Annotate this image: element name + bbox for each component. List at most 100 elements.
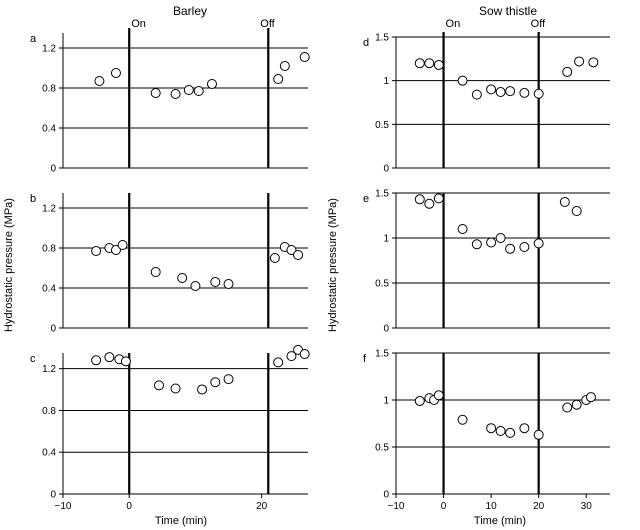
panel-a: 0 0.4 0.8 1.2 a On Off	[30, 18, 310, 175]
y-tick-label: 1.2	[42, 204, 56, 215]
data-point	[273, 74, 284, 84]
data-point	[110, 68, 121, 78]
y-tick-label: 0.4	[42, 124, 56, 135]
data-point	[519, 242, 530, 252]
x-tick-label: 20	[533, 501, 545, 512]
data-point	[104, 352, 115, 363]
panel-letter: e	[363, 193, 369, 205]
x-tick-label: −10	[55, 501, 72, 512]
data-point	[269, 253, 280, 263]
data-point	[223, 279, 234, 289]
panel-letter: d	[363, 37, 369, 49]
y-tick-label: 0.8	[42, 84, 56, 95]
x-tick-label: 20	[256, 501, 268, 512]
data-point	[559, 197, 570, 207]
x-tick-label: 30	[581, 501, 593, 512]
y-tick-label: 1.2	[42, 44, 56, 55]
data-point	[177, 273, 188, 283]
y-tick-label: 1.2	[42, 364, 56, 375]
data-point	[457, 224, 468, 234]
data-point	[210, 277, 221, 287]
data-point	[505, 243, 516, 254]
data-point	[117, 240, 128, 250]
off-label: Off	[260, 18, 275, 30]
y-tick-label: 0	[50, 490, 56, 501]
data-point	[150, 267, 161, 277]
data-point	[286, 351, 297, 362]
x-tick-label: 0	[126, 501, 132, 512]
data-point	[486, 423, 497, 434]
data-point	[486, 84, 497, 95]
x-tick-label: −10	[388, 501, 405, 512]
data-point	[505, 86, 516, 97]
column-title-barley: Barley	[173, 4, 207, 18]
panel-letter: b	[30, 193, 36, 205]
data-point	[457, 414, 468, 425]
panel-e: 0 0.5 1 1.5 e	[363, 189, 610, 335]
x-tick-label: 10	[486, 501, 498, 512]
data-point	[197, 384, 208, 395]
xlabel-right: Time (min)	[474, 515, 526, 527]
panel-c: 00.40.81.2−10 0 20c	[30, 344, 310, 512]
off-label: Off	[531, 18, 546, 30]
data-point	[414, 194, 425, 205]
data-point	[293, 250, 304, 260]
y-tick-label: 1	[383, 76, 389, 87]
panel-letter: c	[30, 353, 36, 365]
data-point	[120, 356, 131, 367]
y-tick-label: 1	[383, 396, 389, 407]
y-tick-label: 0.8	[42, 406, 56, 417]
data-point	[533, 429, 544, 440]
xlabel-left: Time (min)	[155, 515, 207, 527]
data-point	[424, 58, 435, 69]
data-point	[562, 402, 573, 413]
data-point	[223, 374, 234, 385]
data-point	[533, 238, 544, 249]
data-point	[562, 66, 573, 77]
y-tick-label: 1.5	[375, 33, 389, 44]
y-tick-label: 0.8	[42, 244, 56, 255]
data-point	[571, 206, 582, 216]
data-point	[210, 377, 221, 388]
y-tick-label: 0.4	[42, 284, 56, 295]
data-point	[279, 61, 290, 71]
data-point	[574, 56, 585, 67]
data-point	[585, 392, 596, 403]
data-point	[486, 237, 497, 248]
y-tick-label: 0	[383, 324, 389, 335]
x-tick-label: 0	[441, 501, 447, 512]
data-point	[154, 380, 165, 391]
data-point	[519, 87, 530, 98]
y-tick-label: 1.5	[375, 349, 389, 360]
data-point	[424, 198, 435, 209]
y-tick-label: 0	[50, 324, 56, 335]
data-point	[170, 383, 181, 394]
ylabel-left: Hydrostatic pressure (MPa)	[3, 198, 15, 332]
y-tick-label: 0.5	[375, 120, 389, 131]
ylabel-right: Hydrostatic pressure (MPa)	[327, 198, 339, 332]
data-point	[206, 79, 217, 89]
panel-b: 0 0.4 0.8 1.2 b	[30, 193, 308, 335]
on-label: On	[131, 18, 146, 30]
data-point	[588, 57, 599, 68]
data-point	[299, 52, 310, 62]
data-point	[94, 76, 105, 86]
data-point	[183, 85, 194, 95]
panel-letter: f	[363, 353, 367, 365]
data-point	[150, 88, 161, 98]
data-point	[571, 399, 582, 410]
data-point	[414, 395, 425, 406]
y-tick-label: 0	[50, 164, 56, 175]
data-point	[286, 245, 297, 255]
panels: 0 0.4 0.8 1.2 a On Off 0 0.4 0.8 1.2 b 0 0.4 0.8 1.2 −10…	[30, 18, 610, 512]
y-tick-label: 0.5	[375, 279, 389, 290]
panel-f: 00.511.5−10 0 10 20 30f	[363, 349, 610, 512]
data-point	[110, 245, 121, 255]
data-point	[495, 87, 506, 98]
data-point	[190, 281, 201, 291]
y-tick-label: 0	[383, 164, 389, 175]
y-tick-label: 1.5	[375, 189, 389, 200]
y-tick-label: 0.5	[375, 443, 389, 454]
y-tick-label: 1	[383, 234, 389, 245]
panel-d: 0 0.5 1 1.5 d On Off	[363, 18, 610, 175]
